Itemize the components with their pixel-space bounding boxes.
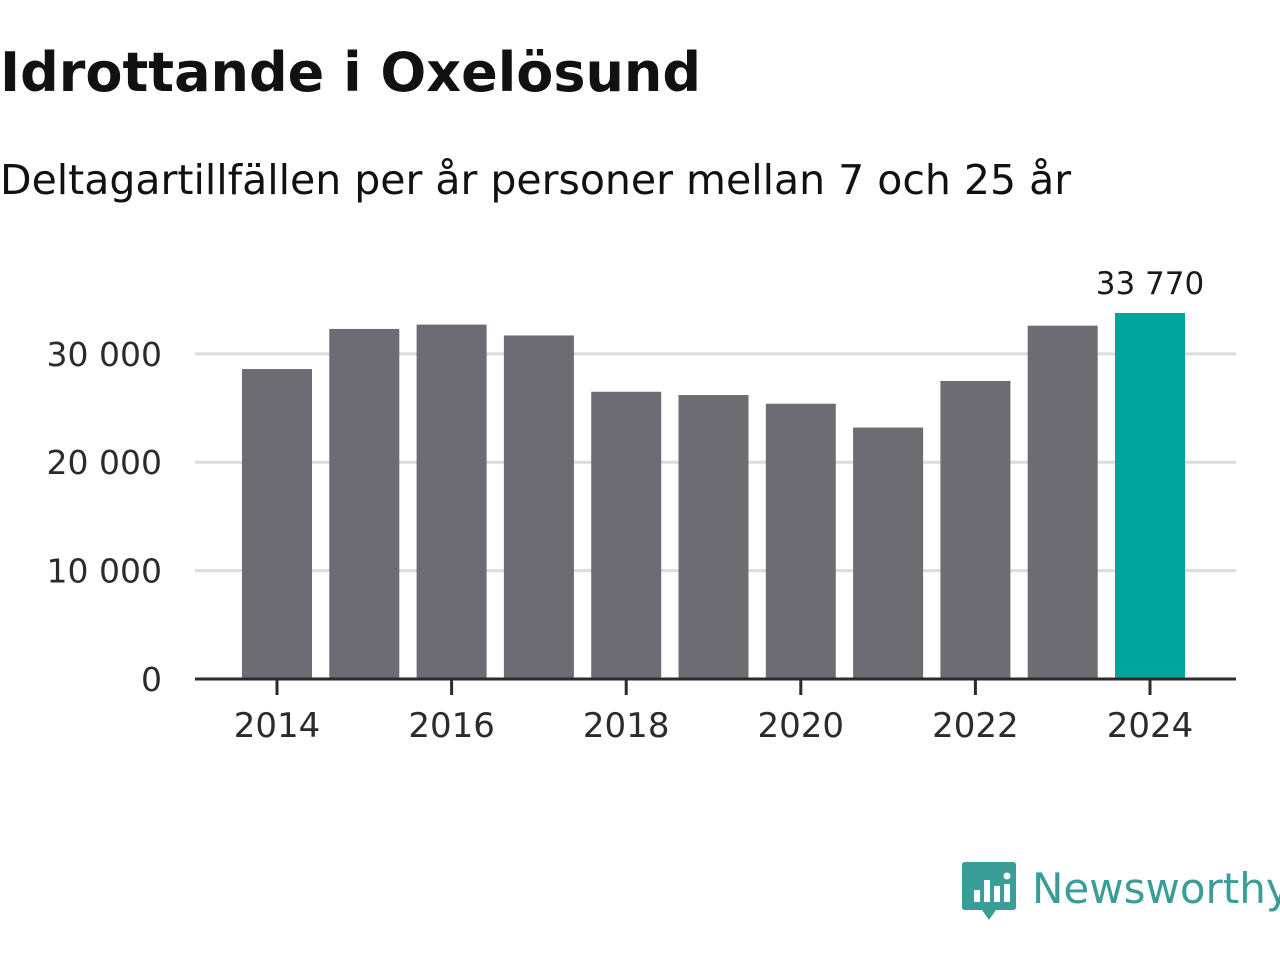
bar-2016 bbox=[416, 324, 487, 679]
y-tick-label: 30 000 bbox=[47, 335, 162, 374]
bar-2018 bbox=[591, 391, 662, 679]
x-tick-label: 2020 bbox=[758, 706, 845, 746]
bar-2020 bbox=[765, 403, 836, 679]
x-tick-label: 2018 bbox=[583, 706, 670, 746]
data-label-2024: 33 770 bbox=[1096, 266, 1204, 302]
newsworthy-logo-icon bbox=[962, 862, 1016, 920]
chart-title: Idrottande i Oxelösund bbox=[0, 41, 702, 104]
bar-2024 bbox=[1115, 313, 1185, 679]
brand-name: Newsworthy bbox=[1032, 864, 1280, 913]
y-tick-label: 0 bbox=[141, 660, 162, 699]
x-tick-label: 2016 bbox=[408, 706, 495, 746]
bar-2014 bbox=[242, 369, 312, 679]
x-tick-label: 2024 bbox=[1107, 706, 1194, 746]
y-tick-label: 10 000 bbox=[47, 552, 162, 591]
y-tick-label: 20 000 bbox=[47, 443, 162, 482]
bar-2019 bbox=[678, 395, 749, 679]
x-tick-label: 2022 bbox=[932, 706, 1019, 746]
bar-2021 bbox=[853, 427, 924, 679]
x-tick-label: 2014 bbox=[234, 706, 321, 746]
bar-2022 bbox=[940, 380, 1011, 679]
bar-2023 bbox=[1027, 325, 1098, 679]
bar-2015 bbox=[329, 328, 400, 679]
bar-2017 bbox=[503, 335, 574, 679]
chart-subtitle: Deltagartillfällen per år personer mella… bbox=[0, 156, 1072, 204]
brand-logo: Newsworthy bbox=[962, 862, 1280, 928]
